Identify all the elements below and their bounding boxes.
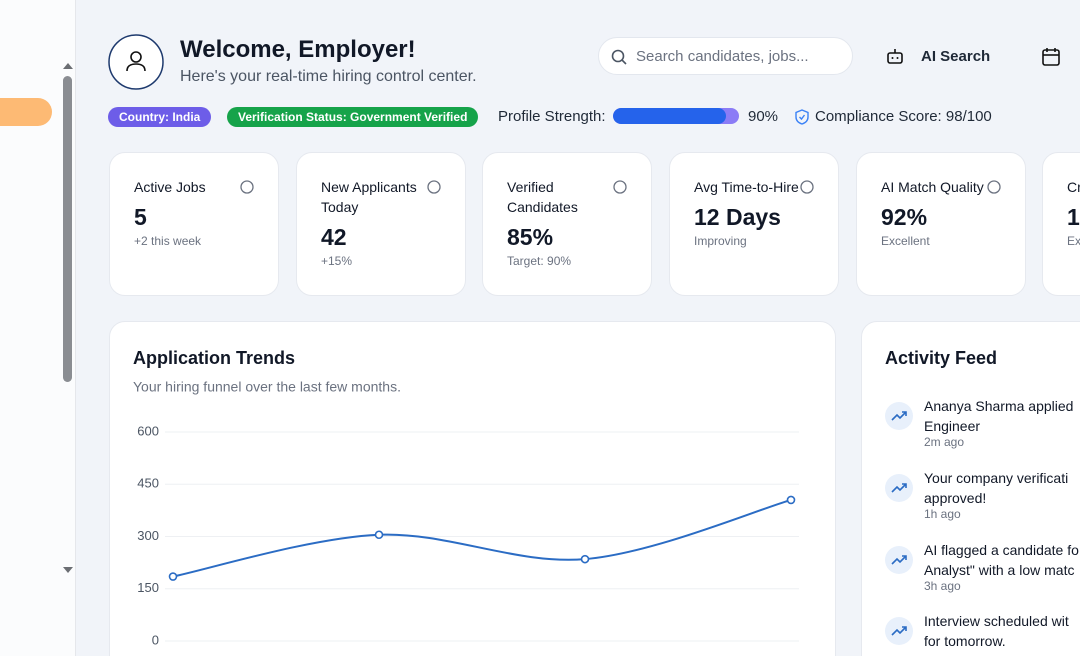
ai-search-button[interactable]: AI Search [921, 48, 991, 65]
line-series [172, 498, 792, 578]
activity-text: AI flagged a candidate fo [924, 542, 1079, 558]
activity-item[interactable]: Ananya Sharma applied Engineer 2m ago [885, 398, 1080, 458]
stat-note: +15% [321, 254, 353, 268]
trend-arrow [891, 411, 907, 421]
activity-feed-title: Activity Feed [885, 348, 998, 368]
activity-icon [885, 617, 913, 645]
stat-value: 92% [881, 204, 928, 230]
stat-value: 12 Days [694, 204, 781, 230]
activity-text: Interview scheduled wit [924, 613, 1069, 629]
y-tick-label: 0 [152, 632, 159, 647]
icon-shape [987, 180, 1001, 194]
data-point [168, 572, 178, 581]
activity-text: for tomorrow. [924, 633, 1006, 649]
stat-icon [613, 180, 627, 194]
profile-strength-value: 90% [748, 108, 779, 125]
chart-card: Application Trends Your hiring funnel ov… [109, 321, 836, 656]
calendar-icon[interactable] [1040, 46, 1062, 68]
activity-text: Your company verificati [924, 470, 1069, 486]
stat-icon [987, 180, 1001, 194]
stat-icon [427, 180, 441, 194]
y-tick-label: 450 [137, 476, 159, 491]
stat-value: 5 [134, 204, 147, 230]
chart: Application Trends Your hiring funnel ov… [133, 348, 799, 647]
activity-icon [885, 474, 913, 502]
stat-card: Verified Candidates 85% Target: 90% [482, 152, 652, 296]
avatar[interactable] [107, 34, 165, 92]
stat-card: Avg Time-to-Hire 12 Days Improving [669, 152, 839, 296]
stat-card: Cr 1, Ex [1042, 152, 1080, 296]
compliance-score: Compliance Score: 98/100 [815, 108, 992, 125]
stat-title: Avg Time-to-Hire [694, 179, 799, 195]
trend-arrow [891, 626, 907, 636]
data-point [786, 495, 796, 505]
y-tick-label: 150 [137, 580, 159, 595]
scrollbar[interactable] [63, 76, 72, 382]
stat-title: New Applicants Today [321, 179, 417, 215]
stat-icon [800, 180, 814, 194]
profile-strength-fill [613, 108, 727, 124]
stat-card: Active Jobs 5 +2 this week [109, 152, 279, 296]
stat-card: AI Match Quality 92% Excellent [856, 152, 1026, 296]
stat-value: 1, [1067, 204, 1080, 230]
stat-title: Verified Candidates [507, 179, 578, 215]
data-point [580, 554, 590, 564]
stat-note: Improving [694, 234, 747, 248]
profile-strength-label: Profile Strength: [498, 108, 606, 125]
activity-icon [885, 402, 913, 430]
data-point [374, 530, 384, 540]
stat-card: New Applicants Today 42 +15% [296, 152, 466, 296]
search-icon [611, 49, 627, 65]
stat-value: 85% [507, 224, 554, 250]
icon-shape [427, 180, 441, 194]
stat-title: Active Jobs [134, 179, 206, 195]
y-tick-label: 300 [137, 528, 159, 543]
shield-icon [795, 109, 809, 125]
trend-arrow [891, 555, 907, 565]
activity-item[interactable]: AI flagged a candidate fo Analyst" with a… [885, 542, 1080, 602]
stat-icon [240, 180, 254, 194]
scroll-arrows [63, 63, 73, 573]
activity-text: Ananya Sharma applied [924, 398, 1074, 414]
ai-icon [887, 49, 903, 64]
y-tick-label: 600 [137, 423, 159, 438]
activity-time: 1h ago [924, 507, 961, 521]
stat-note: Ex [1067, 234, 1080, 248]
activity-text: Engineer [924, 418, 981, 434]
welcome-subtitle: Here's your real-time hiring control cen… [180, 68, 477, 85]
stat-note: +2 this week [134, 234, 202, 248]
country-badge: Country: India [108, 107, 212, 127]
stat-title: Cr [1067, 179, 1080, 195]
search-box[interactable]: Search candidates, jobs... [598, 37, 853, 75]
welcome-title: Welcome, Employer! [180, 36, 416, 63]
icon-shape [613, 180, 627, 194]
activity-text: Analyst" with a low matc [924, 562, 1075, 578]
icon-shape [800, 180, 814, 194]
activity-time: 2m ago [924, 435, 965, 449]
verification-badge: Verification Status: Government Verified [227, 107, 479, 127]
stat-note: Excellent [881, 234, 930, 248]
trend-arrow [891, 483, 907, 493]
activity-icon [885, 546, 913, 574]
activity-time: 3h ago [924, 579, 961, 593]
active-nav-item[interactable] [0, 98, 52, 126]
chart-subtitle: Your hiring funnel over the last few mon… [133, 379, 401, 395]
profile-strength-bar [613, 108, 739, 124]
chart-title: Application Trends [133, 348, 295, 368]
icon-shape [240, 180, 254, 194]
stat-note: Target: 90% [507, 254, 572, 268]
search-placeholder: Search candidates, jobs... [636, 48, 809, 65]
activity-text: approved! [924, 490, 987, 506]
stat-value: 42 [321, 224, 347, 250]
stat-title: AI Match Quality [881, 179, 984, 195]
activity-item[interactable]: Your company verificati approved! 1h ago [885, 470, 1080, 530]
activity-item[interactable]: Interview scheduled wit for tomorrow. [885, 613, 1080, 656]
